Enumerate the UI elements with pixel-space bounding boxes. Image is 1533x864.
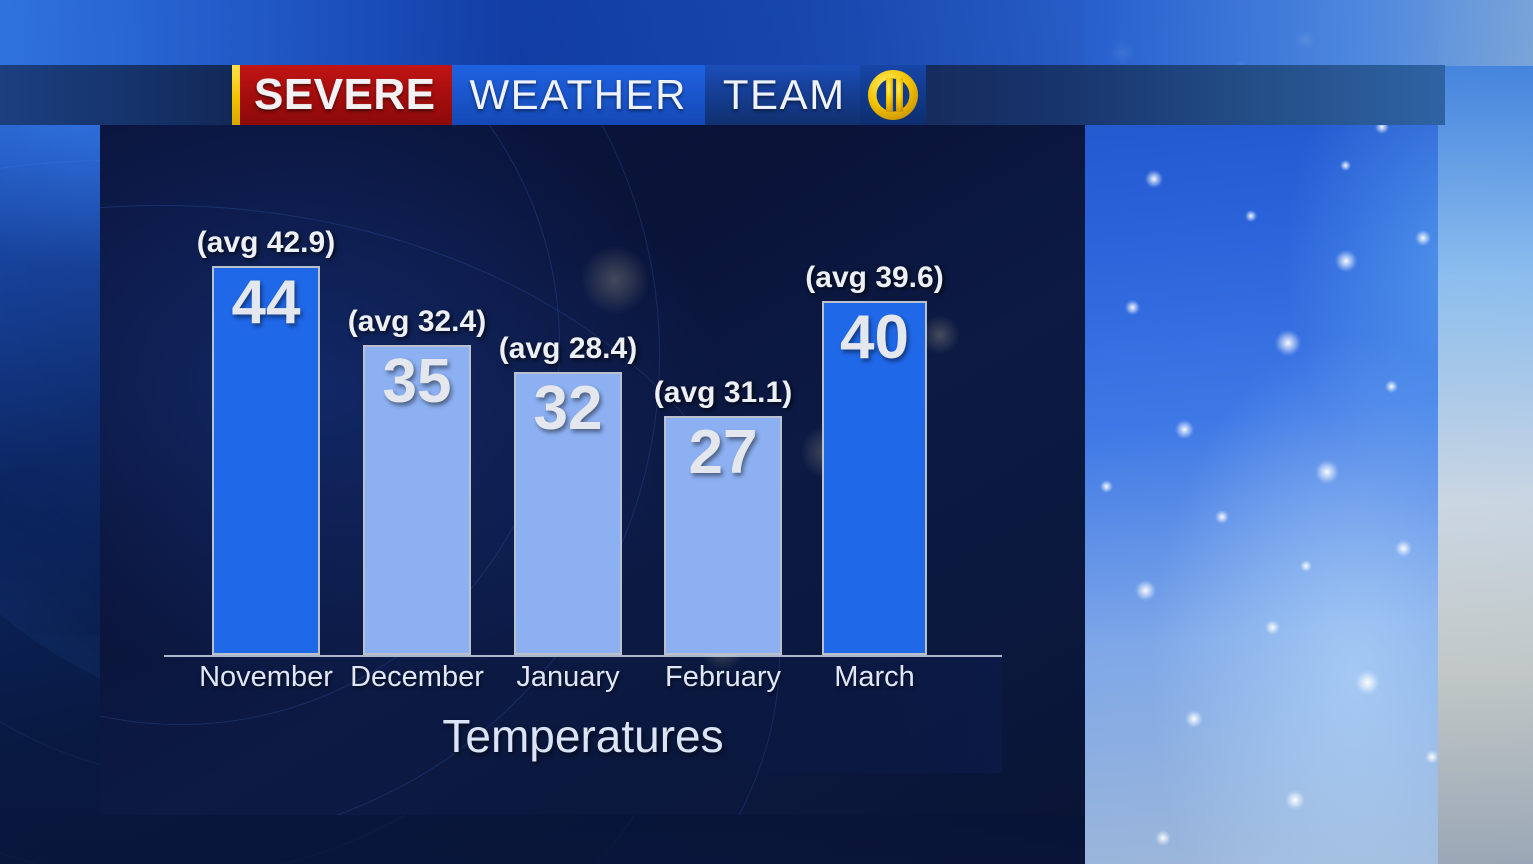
- bar-december: 35: [363, 345, 471, 655]
- month-label-march: March: [834, 661, 915, 693]
- background-right-edge-strip: [1438, 0, 1533, 864]
- bar-value-label-january: 32: [533, 374, 603, 443]
- chart-title: Temperatures: [442, 710, 724, 762]
- month-label-november: November: [199, 661, 333, 693]
- yellow-accent-bar-icon: [232, 65, 240, 125]
- banner-team-label: TEAM: [722, 71, 846, 118]
- chart-panel: 44 (avg 42.9) 35 (avg 32.4) 32 (avg 28.4) 27 (a…: [100, 125, 1085, 815]
- bar-value-label-march: 40: [840, 303, 909, 372]
- banner-team-block: TEAM: [704, 65, 860, 125]
- banner-weather-block: WEATHER: [451, 65, 705, 125]
- bar-average-label-january: (avg 28.4): [498, 332, 638, 365]
- banner-severe-block: SEVERE: [240, 65, 452, 125]
- bar-average-label-february: (avg 31.1): [653, 376, 793, 409]
- chart-label-bar: November December January February March Tem…: [164, 655, 1002, 773]
- bar-november: 44: [212, 266, 320, 655]
- banner-weather-label: WEATHER: [469, 71, 687, 118]
- month-label-december: December: [350, 661, 484, 693]
- panel-dust-1: [580, 245, 650, 315]
- bar-february: 27: [664, 416, 782, 655]
- label-bar-shading: [164, 657, 1002, 773]
- channel-11-circle-logo-icon: [867, 70, 918, 120]
- background-top-strip: [0, 0, 1533, 66]
- bar-value-label-november: 44: [231, 268, 301, 337]
- bar-value-label-december: 35: [382, 347, 452, 416]
- bar-march: 40: [822, 301, 927, 655]
- bar-average-label-march: (avg 39.6): [805, 261, 944, 294]
- bar-january: 32: [514, 372, 622, 655]
- month-label-february: February: [664, 661, 782, 693]
- month-label-january: January: [516, 661, 620, 693]
- bar-chart-plot-area: 44 (avg 42.9) 35 (avg 32.4) 32 (avg 28.4) 27 (a…: [100, 125, 1085, 815]
- banner-severe-label: SEVERE: [254, 70, 436, 119]
- banner-left-fill: [0, 65, 232, 125]
- bar-average-label-december: (avg 32.4): [347, 305, 487, 338]
- severe-weather-team-banner: SEVERE WEATHER TEAM: [0, 65, 1445, 125]
- bar-value-label-february: 27: [688, 418, 758, 487]
- bar-average-label-november: (avg 42.9): [196, 226, 336, 259]
- banner-right-fill: [926, 65, 1445, 125]
- banner-logo-block: [859, 65, 926, 125]
- month-axis-labels: November December January February March: [164, 661, 1002, 705]
